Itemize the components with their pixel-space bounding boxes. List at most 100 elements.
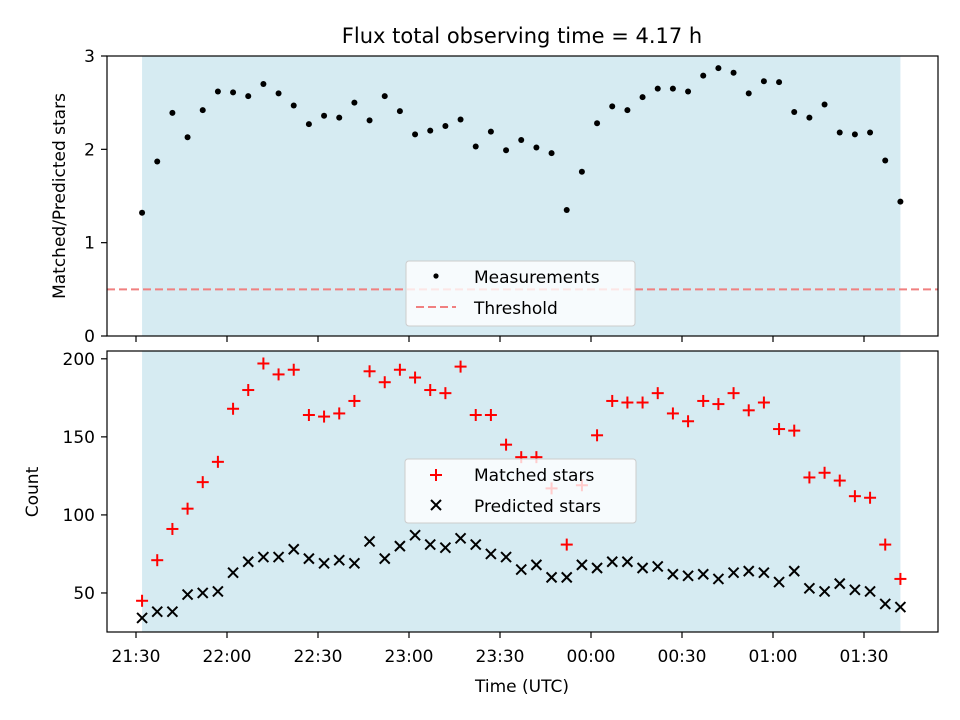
measurement-point [685, 88, 692, 95]
matched-star-point [697, 394, 710, 407]
matched-star-point [818, 466, 831, 479]
predicted-star-point [576, 559, 588, 571]
count-y-axis-label: Count [23, 466, 43, 517]
matched-star-point [348, 394, 361, 407]
measurement-point [851, 131, 858, 138]
predicted-star-point [363, 535, 376, 548]
measurement-point [472, 143, 479, 150]
measurement-point [169, 109, 176, 116]
measurement-point [321, 112, 328, 119]
predicted-star-point [394, 540, 406, 552]
matched-star-point [181, 502, 194, 515]
predicted-star-point [136, 612, 148, 624]
predicted-star-point [879, 598, 891, 610]
ratio-legend-box [405, 260, 636, 327]
ratio-y-tick-label: 2 [84, 140, 95, 160]
matched-star-point [211, 455, 224, 468]
predicted-star-point [818, 585, 831, 598]
predicted-star-point [652, 560, 664, 573]
predicted-star-point [272, 551, 285, 563]
matched-star-point [333, 407, 346, 420]
count-x-axis-label: Time (UTC) [474, 677, 569, 697]
measurement-point [882, 157, 889, 164]
predicted-star-point [439, 541, 452, 554]
matched-star-point [803, 471, 816, 484]
count-panel: 50 100 150 200 21:30 22:00 22:30 23:00 23:30 00:… [23, 350, 939, 697]
predicted-star-point [181, 588, 194, 601]
predicted-star-point [303, 552, 315, 565]
count-x-tick-label: 23:00 [385, 647, 434, 667]
matched-star-point [742, 404, 755, 417]
matched-star-point [606, 394, 619, 407]
measurement-point [412, 131, 419, 138]
matched-star-point [864, 491, 877, 504]
predicted-star-point [636, 562, 649, 574]
count-x-tick-label: 00:30 [658, 647, 707, 667]
predicted-star-point [530, 559, 543, 571]
predicted-star-point [212, 585, 224, 598]
matched-star-point [363, 365, 376, 378]
measurement-point [245, 93, 252, 100]
predicted-star-point [788, 565, 800, 577]
measurement-point [351, 99, 358, 106]
count-x-tick-label: 22:30 [294, 647, 343, 667]
predicted-star-point [348, 557, 361, 570]
measurement-point [366, 117, 373, 124]
measurement-point [290, 102, 297, 109]
measurement-point [624, 107, 631, 114]
count-y-tick-label: 50 [73, 584, 95, 604]
predicted-star-point [667, 568, 679, 580]
matched-star-point [727, 387, 740, 400]
count-y-tick-label: 200 [63, 350, 95, 370]
predicted-star-point [712, 573, 725, 585]
predicted-star-point [606, 556, 618, 568]
measurement-point [154, 158, 161, 165]
predicted-star-point [379, 552, 391, 565]
predicted-star-point [591, 562, 603, 574]
predicted-star-point [561, 571, 573, 584]
predicted-star-point [242, 556, 254, 568]
count-x-tick-label: 23:30 [476, 647, 525, 667]
matched-star-point [302, 409, 315, 422]
ratio-y-tick-label: 0 [84, 327, 95, 347]
predicted-star-point [151, 605, 163, 618]
measurement-point [442, 123, 449, 129]
measurement-point [715, 65, 722, 72]
matched-star-point [242, 384, 255, 397]
matched-star-point [500, 438, 513, 451]
matched-star-point [879, 538, 892, 551]
measurement-point [184, 134, 191, 141]
matched-star-point [439, 387, 452, 400]
measurement-point [427, 127, 434, 134]
matched-star-point [773, 423, 786, 436]
measurement-point [609, 103, 616, 110]
matched-star-point [757, 396, 770, 409]
count-x-tick-label: 21:30 [112, 647, 161, 667]
predicted-star-point [166, 605, 179, 618]
measurement-point [760, 78, 767, 85]
matched-star-point [454, 360, 467, 373]
matched-star-point [788, 424, 801, 437]
ratio-y-tick-label: 3 [84, 47, 95, 67]
predicted-star-point [454, 532, 467, 545]
matched-star-point [591, 429, 604, 442]
measurement-point [730, 69, 737, 76]
count-y-tick-label: 150 [63, 428, 95, 448]
matched-star-point [560, 538, 573, 551]
ratio-panel: 0 1 2 3 Matched/Predicted stars Measurement… [50, 47, 939, 347]
measurement-point [275, 90, 282, 97]
legend-matched-marker [430, 469, 442, 481]
matched-star-point [318, 410, 331, 423]
measurement-point [806, 114, 813, 121]
predicted-star-point [697, 568, 709, 580]
predicted-star-point [409, 529, 421, 541]
matched-star-point [682, 415, 695, 428]
measurement-point [669, 85, 676, 92]
measurement-point [381, 93, 388, 100]
predicted-star-point [849, 584, 861, 596]
predicted-star-point [424, 538, 436, 551]
measurement-point [867, 129, 874, 136]
matched-star-point [272, 368, 285, 381]
predicted-star-point [743, 565, 755, 577]
